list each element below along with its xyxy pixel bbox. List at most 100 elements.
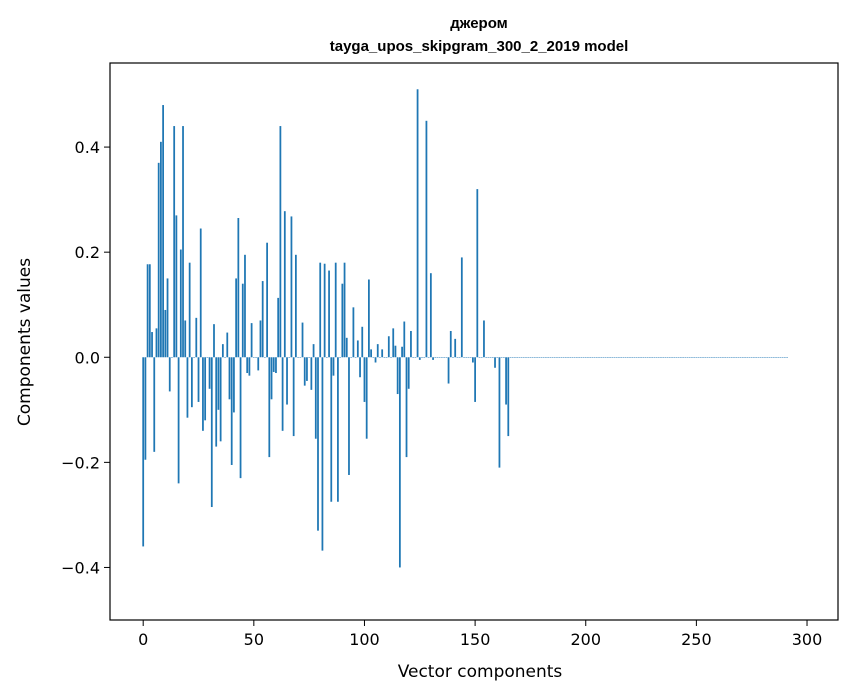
bar xyxy=(197,357,200,402)
bar xyxy=(580,357,583,358)
bar xyxy=(675,357,678,358)
bar xyxy=(695,357,698,358)
bar xyxy=(429,273,432,358)
bar xyxy=(686,357,689,358)
bar xyxy=(784,357,786,358)
bar xyxy=(779,357,782,358)
bar xyxy=(370,349,372,358)
bar xyxy=(469,357,472,358)
bar xyxy=(410,330,412,358)
bar xyxy=(175,215,178,358)
bar xyxy=(640,357,642,358)
bar xyxy=(560,357,563,358)
x-tick-label: 250 xyxy=(681,630,712,649)
bar xyxy=(609,357,611,358)
bar xyxy=(591,357,594,358)
bar xyxy=(697,357,700,358)
bar xyxy=(144,357,147,460)
bar xyxy=(454,338,457,358)
bar xyxy=(717,357,720,358)
bar xyxy=(600,357,603,358)
bar xyxy=(237,218,240,358)
bar xyxy=(376,344,379,358)
bar xyxy=(626,357,629,358)
bar xyxy=(268,357,271,458)
bar xyxy=(449,330,452,358)
bar xyxy=(606,357,609,358)
bar xyxy=(328,270,330,358)
bar xyxy=(460,257,463,358)
bar xyxy=(381,349,384,358)
bar xyxy=(363,357,366,402)
bar xyxy=(733,357,735,358)
bar xyxy=(210,357,213,508)
bar xyxy=(160,141,162,358)
bar xyxy=(374,357,377,363)
bar xyxy=(688,357,691,358)
bar xyxy=(677,357,680,358)
bar xyxy=(595,357,598,358)
bar xyxy=(219,357,222,442)
bar xyxy=(699,357,702,358)
bar xyxy=(759,357,762,358)
bar xyxy=(288,357,291,358)
bar xyxy=(768,357,771,358)
bar xyxy=(662,357,665,358)
bar xyxy=(496,357,499,358)
bar xyxy=(168,357,171,392)
bar xyxy=(649,357,651,358)
bar xyxy=(259,320,262,358)
bar xyxy=(715,357,718,358)
bar xyxy=(507,357,510,437)
bar xyxy=(319,262,322,358)
bar xyxy=(653,357,656,358)
bar xyxy=(746,357,749,358)
bar xyxy=(710,357,713,358)
bar xyxy=(491,357,494,358)
bar xyxy=(188,262,191,358)
bar xyxy=(261,281,264,358)
bar xyxy=(516,357,519,358)
bar xyxy=(485,357,488,358)
bar xyxy=(567,357,569,358)
bar xyxy=(750,357,753,358)
bar xyxy=(573,357,576,358)
bar xyxy=(383,357,386,358)
x-tick-label: 300 xyxy=(792,630,823,649)
bar xyxy=(407,357,410,389)
bar xyxy=(509,357,512,358)
bar xyxy=(646,357,649,358)
x-axis-label: Vector components xyxy=(398,662,563,682)
bar xyxy=(553,357,556,358)
bar xyxy=(578,357,580,358)
bar xyxy=(272,357,275,372)
bar xyxy=(483,320,485,358)
bar xyxy=(525,357,527,358)
bar xyxy=(299,357,302,358)
bar xyxy=(438,357,441,358)
bar xyxy=(441,357,443,358)
bar xyxy=(531,357,534,358)
bar xyxy=(224,357,226,358)
bar xyxy=(655,357,658,358)
bar xyxy=(202,357,204,431)
bar xyxy=(217,357,220,410)
bar xyxy=(425,120,428,358)
bar xyxy=(334,262,337,358)
bar xyxy=(569,357,572,358)
bar xyxy=(708,357,711,358)
bar xyxy=(540,357,543,358)
bar xyxy=(290,216,293,358)
x-axis-ticks: 0 50 100 150 200 250 300 xyxy=(138,620,822,649)
bar xyxy=(330,357,333,502)
bar xyxy=(385,357,388,358)
bar xyxy=(775,357,777,358)
bar xyxy=(190,357,193,408)
bar xyxy=(303,357,306,386)
bar xyxy=(427,357,430,358)
bar xyxy=(215,357,218,447)
bar xyxy=(173,126,176,358)
bar xyxy=(230,357,233,465)
bar xyxy=(766,357,769,358)
